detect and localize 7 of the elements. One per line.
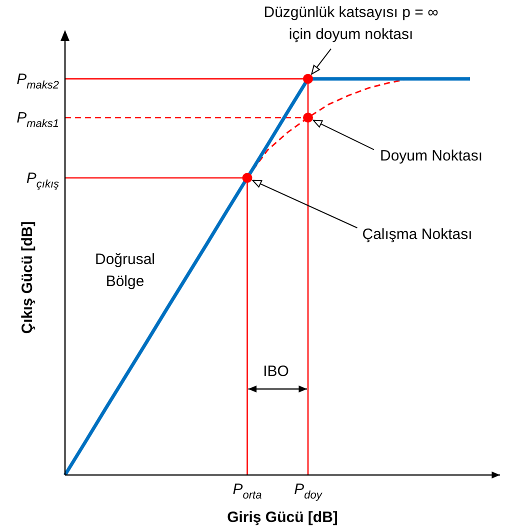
- x-axis-title: Giriş Gücü [dB]: [227, 509, 338, 526]
- annotation: Doyum Noktası: [380, 148, 483, 165]
- annotation: IBO: [263, 363, 289, 380]
- y-axis-title: Çıkış Gücü [dB]: [19, 221, 36, 334]
- annotation: Doğrusal Bölge: [94, 251, 156, 290]
- annotation: Çalışma Noktası: [362, 226, 472, 243]
- annotation: Düzgünlük katsayısı p = ∞ için doyum noktası: [264, 4, 439, 43]
